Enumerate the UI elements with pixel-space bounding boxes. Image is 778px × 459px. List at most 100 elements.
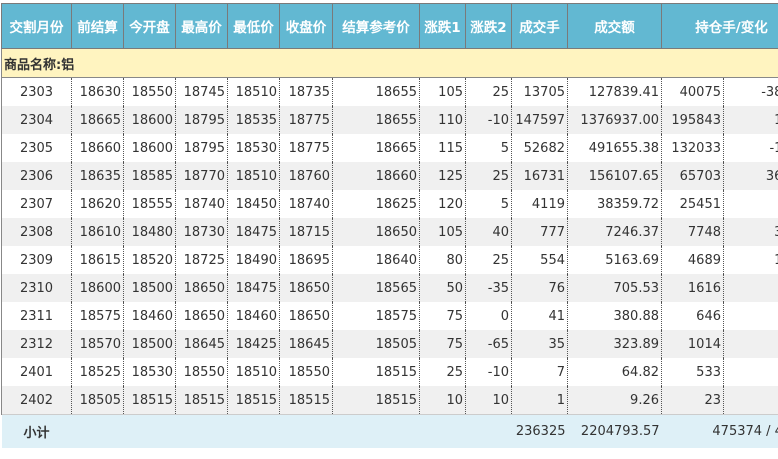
table-cell: 1616 — [661, 274, 724, 302]
table-cell: 18615 — [71, 246, 124, 274]
table-cell: 18505 — [71, 386, 124, 415]
table-cell: -77 — [723, 190, 778, 218]
table-cell: 18655 — [332, 77, 420, 106]
table-row: 2312 18570 18500 18645 18425 18645 18505 75 -65 3… — [1, 330, 778, 358]
table-cell: 5 — [465, 134, 512, 162]
table-cell: 777 — [511, 218, 568, 246]
table-cell: 40 — [465, 218, 512, 246]
table-cell: 18510 — [227, 162, 280, 190]
table-row: 2303 18630 18550 18745 18510 18735 18655 105 25 1… — [1, 77, 778, 106]
table-cell: 187 — [723, 246, 778, 274]
table-cell: 18510 — [227, 358, 280, 386]
column-header[interactable]: 持仓手/变化 — [661, 3, 778, 49]
table-row: 2402 18505 18515 18515 18515 18515 18515 10 10 1 9… — [1, 386, 778, 415]
table-cell: 2304 — [1, 106, 72, 134]
column-header[interactable]: 成交额 — [567, 3, 662, 49]
table-cell: 370 — [723, 218, 778, 246]
table-cell: 18625 — [332, 190, 420, 218]
table-cell: -10 — [465, 358, 512, 386]
column-header[interactable]: 今开盘 — [123, 3, 176, 49]
table-row: 2308 18610 18480 18730 18475 18715 18650 105 40 7… — [1, 218, 778, 246]
table-cell: 533 — [661, 358, 724, 386]
column-header[interactable]: 涨跌1 — [419, 3, 466, 49]
column-header[interactable]: 最低价 — [227, 3, 280, 49]
table-cell: 5 — [465, 190, 512, 218]
table-cell: 18600 — [71, 274, 124, 302]
column-header[interactable]: 最高价 — [175, 3, 228, 49]
table-cell: 491655.38 — [567, 134, 662, 162]
table-cell: 18555 — [123, 190, 176, 218]
table-cell: 1 — [723, 386, 778, 415]
table-cell: 18515 — [123, 386, 176, 415]
table-cell: 18745 — [175, 77, 228, 106]
subtotal-turnover: 2204793.57 — [567, 414, 662, 448]
table-cell: 18630 — [71, 77, 124, 106]
table-cell: 41 — [511, 302, 568, 330]
table-cell: 18575 — [332, 302, 420, 330]
table-cell: 3679 — [723, 162, 778, 190]
column-header[interactable]: 前结算 — [71, 3, 124, 49]
table-row: 2307 18620 18555 18740 18450 18740 18625 120 5 41… — [1, 190, 778, 218]
subtotal-spacer — [71, 414, 512, 448]
table-cell: 380.88 — [567, 302, 662, 330]
table-cell: -10 — [465, 106, 512, 134]
table-cell: 18535 — [227, 106, 280, 134]
table-row: 2305 18660 18600 18795 18530 18775 18665 115 5 52… — [1, 134, 778, 162]
table-cell: 2401 — [1, 358, 72, 386]
table-cell: 2308 — [1, 218, 72, 246]
table-cell: 18620 — [71, 190, 124, 218]
table-cell: 18530 — [227, 134, 280, 162]
table-cell: 18550 — [279, 358, 333, 386]
table-cell: 18575 — [71, 302, 124, 330]
column-header[interactable]: 成交手 — [511, 3, 568, 49]
table-cell: 18730 — [175, 218, 228, 246]
table-row: 2304 18665 18600 18795 18535 18775 18655 110 -10… — [1, 106, 778, 134]
table-cell: 75 — [419, 330, 466, 358]
column-header[interactable]: 涨跌2 — [465, 3, 512, 49]
table-cell: 18740 — [279, 190, 333, 218]
table-cell: 18515 — [279, 386, 333, 415]
table-cell: 2402 — [1, 386, 72, 415]
table-cell: 10 — [465, 386, 512, 415]
table-cell: 5163.69 — [567, 246, 662, 274]
table-cell: 18585 — [123, 162, 176, 190]
table-cell: 1 — [511, 386, 568, 415]
table-cell: 25 — [419, 358, 466, 386]
table-cell: 705.53 — [567, 274, 662, 302]
table-cell: 7 — [511, 358, 568, 386]
column-header[interactable]: 结算参考价 — [332, 3, 420, 49]
table-cell: 1014 — [661, 330, 724, 358]
table-cell: 18550 — [123, 77, 176, 106]
table-cell: 65703 — [661, 162, 724, 190]
table-cell: 18525 — [71, 358, 124, 386]
table-cell: 1376937.00 — [567, 106, 662, 134]
table-cell: 18490 — [227, 246, 280, 274]
table-cell: 25 — [465, 77, 512, 106]
table-cell: -35 — [465, 274, 512, 302]
table-cell: 18775 — [279, 106, 333, 134]
table-cell: 554 — [511, 246, 568, 274]
subtotal-label: 小计 — [1, 414, 72, 448]
table-cell: 4689 — [661, 246, 724, 274]
table-cell: 18570 — [71, 330, 124, 358]
table-cell: 64.82 — [567, 358, 662, 386]
table-cell: 18515 — [175, 386, 228, 415]
table-cell: 18510 — [227, 77, 280, 106]
table-cell: 13 — [723, 330, 778, 358]
column-header[interactable]: 交割月份 — [1, 3, 72, 49]
table-cell: 18550 — [175, 358, 228, 386]
column-header[interactable]: 收盘价 — [279, 3, 333, 49]
table-cell: 23 — [661, 386, 724, 415]
table-cell: 2309 — [1, 246, 72, 274]
table-cell: 18795 — [175, 134, 228, 162]
table-cell: 18520 — [123, 246, 176, 274]
table-cell: 2310 — [1, 274, 72, 302]
table-cell: 2303 — [1, 77, 72, 106]
table-cell: 18475 — [227, 274, 280, 302]
table-cell: 16731 — [511, 162, 568, 190]
table-cell: 7748 — [661, 218, 724, 246]
table-cell: -3820 — [723, 77, 778, 106]
table-cell: 13705 — [511, 77, 568, 106]
